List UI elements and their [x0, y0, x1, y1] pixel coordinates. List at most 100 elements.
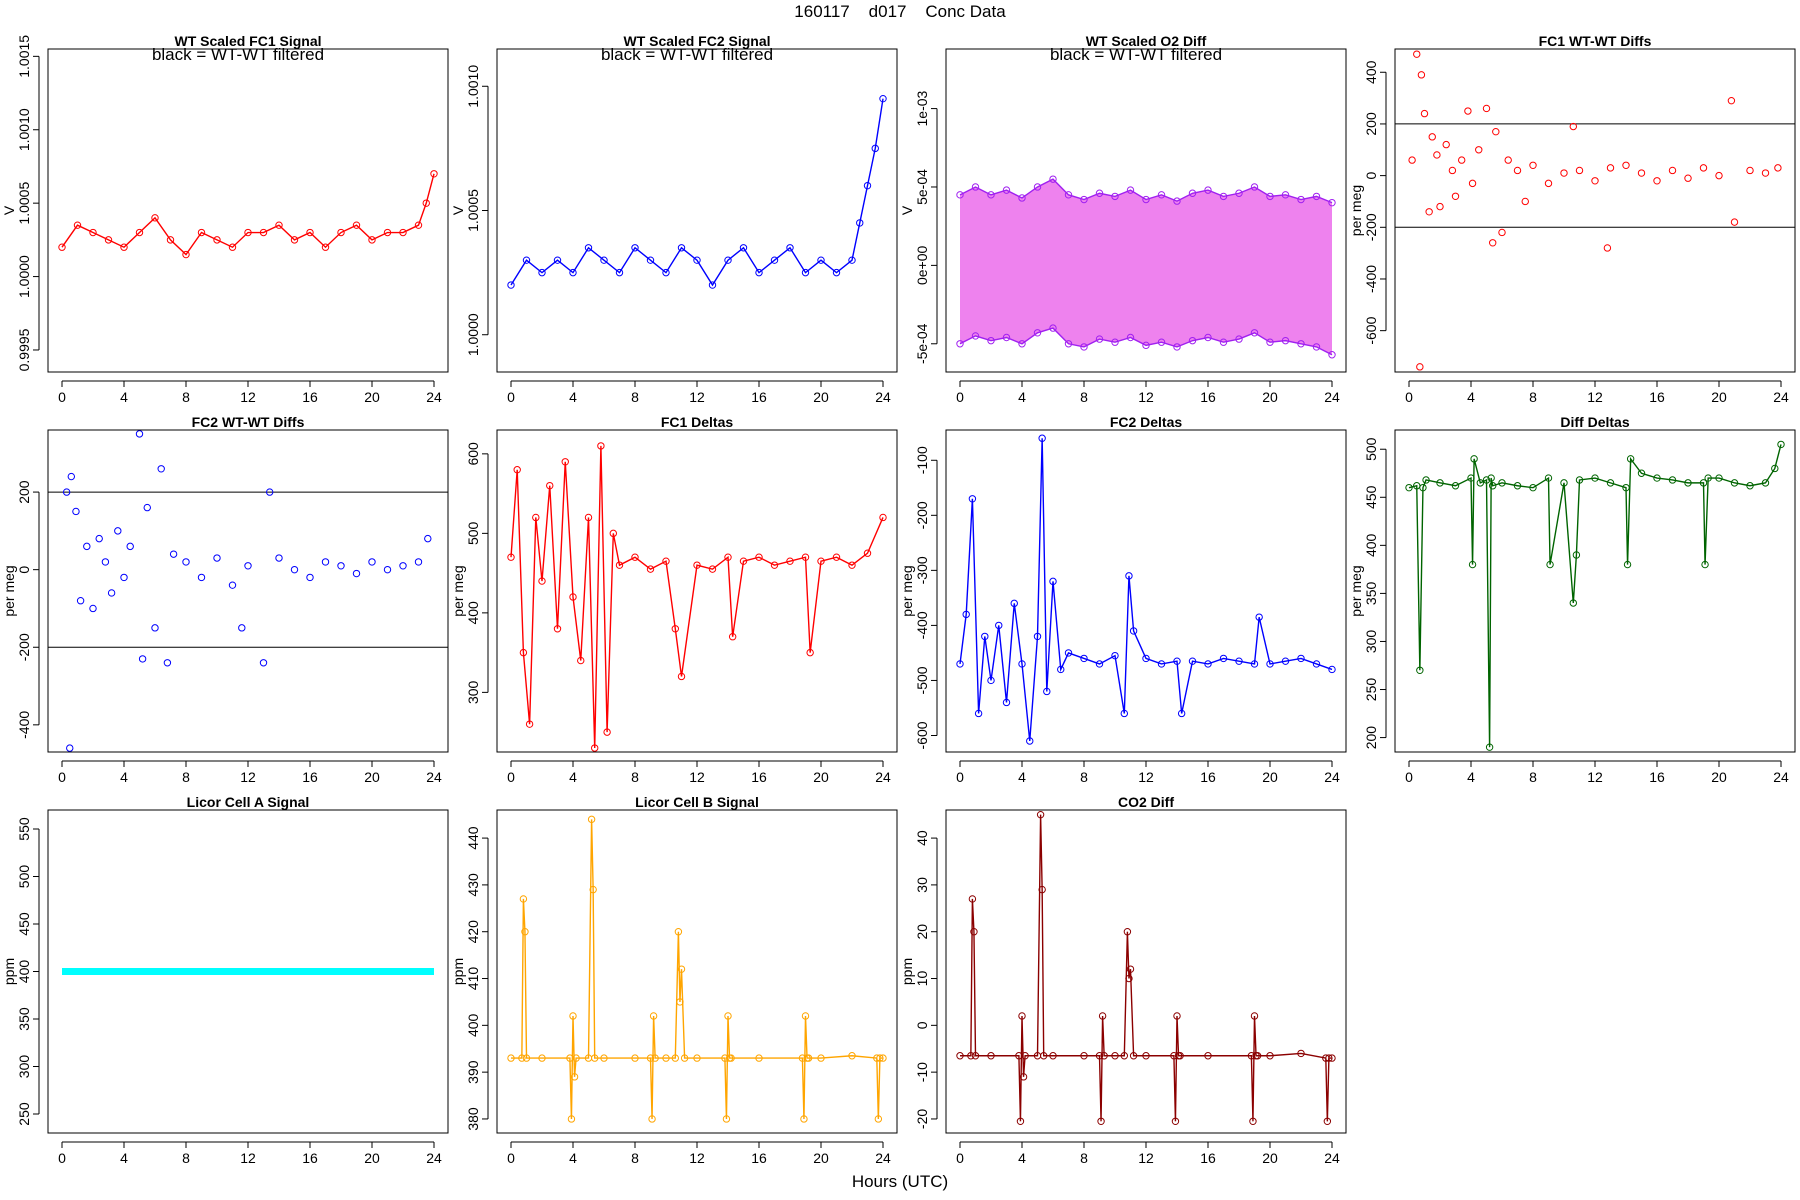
data-point	[1120, 709, 1129, 718]
data-point	[1129, 627, 1138, 635]
data-point	[874, 1115, 883, 1123]
data-point	[430, 170, 438, 178]
data-point	[1018, 340, 1026, 348]
x-tick-label: 12	[689, 1150, 705, 1166]
data-point	[804, 1054, 813, 1062]
x-tick-label: 20	[813, 389, 829, 405]
x-tick-label: 8	[1080, 389, 1088, 405]
data-point	[182, 250, 190, 259]
data-point	[519, 895, 528, 903]
data-point	[321, 243, 330, 251]
data-point	[1560, 169, 1568, 177]
data-point	[1572, 551, 1581, 559]
data-point	[383, 228, 392, 237]
data-point	[1774, 164, 1782, 172]
data-point	[727, 1054, 735, 1062]
data-point	[1771, 464, 1779, 473]
data-point	[1730, 218, 1739, 226]
data-point	[724, 1012, 732, 1020]
data-point	[1746, 166, 1754, 175]
data-point	[1416, 363, 1424, 371]
data-point	[971, 332, 980, 340]
data-point	[1715, 474, 1723, 482]
x-tick-label: 12	[1587, 389, 1603, 405]
data-point	[1746, 482, 1754, 490]
y-tick-label: 1.0005	[16, 182, 32, 225]
data-point	[414, 558, 423, 566]
plot-area	[956, 810, 1336, 1125]
x-tick-label: 4	[569, 1150, 577, 1166]
data-point	[1626, 455, 1635, 463]
data-point	[1173, 1012, 1181, 1020]
data-point	[569, 268, 577, 277]
chart-subtitle: black = WT-WT filtered	[152, 45, 324, 64]
data-point	[1476, 479, 1485, 487]
y-axis-label: per meg	[1348, 565, 1364, 616]
x-tick-label: 24	[875, 389, 891, 405]
data-point	[662, 1054, 670, 1062]
y-tick-label: -400	[1363, 265, 1379, 293]
data-point	[1049, 175, 1057, 183]
data-point	[266, 488, 274, 496]
data-point	[1021, 1052, 1029, 1060]
envelope-area	[960, 179, 1332, 355]
data-point	[662, 557, 670, 565]
data-point	[73, 221, 82, 229]
series-line-1	[511, 819, 883, 1119]
x-tick-label: 12	[1138, 769, 1154, 785]
data-point	[1255, 613, 1263, 621]
data-point	[306, 573, 314, 582]
y-tick-label: 1.0000	[465, 313, 481, 356]
data-point	[519, 648, 528, 657]
x-tick-label: 12	[1587, 769, 1603, 785]
series-line-1	[959, 178, 1333, 204]
data-point	[800, 1115, 808, 1123]
plot-frame	[47, 429, 449, 753]
chart-panel-8: Diff Deltas per meg 0 4 8 12 16 20 24 200 250 300 35…	[1348, 414, 1796, 785]
series-line-1	[960, 814, 1332, 1122]
data-point	[848, 561, 856, 569]
data-point	[722, 1115, 731, 1123]
data-point	[569, 1012, 577, 1020]
x-tick-label: 20	[364, 1150, 380, 1166]
data-point	[1544, 474, 1553, 482]
data-point	[1129, 1052, 1138, 1060]
data-point	[1177, 709, 1186, 718]
data-point	[513, 466, 521, 474]
y-axis-label: ppm	[450, 958, 466, 985]
data-point	[856, 219, 864, 227]
data-point	[1157, 660, 1166, 668]
data-point	[62, 488, 71, 496]
y-tick-label: 350	[16, 1007, 32, 1031]
chart-title: FC1 Deltas	[661, 414, 734, 430]
y-tick-label: -200	[16, 633, 32, 661]
x-tick-label: 24	[426, 389, 442, 405]
data-point	[589, 885, 597, 894]
data-point	[1575, 476, 1584, 484]
data-point	[1002, 186, 1011, 194]
data-point	[1080, 654, 1088, 663]
data-point	[1026, 737, 1034, 745]
x-tick-label: 20	[1711, 769, 1727, 785]
y-tick-label: 1e-03	[914, 90, 930, 126]
data-point	[1513, 166, 1522, 175]
data-point	[879, 94, 887, 103]
data-point	[1157, 191, 1166, 199]
data-point	[1684, 479, 1692, 487]
y-tick-label: 350	[1363, 582, 1379, 606]
data-point	[971, 183, 980, 191]
y-tick-label: 0.9995	[16, 328, 32, 371]
x-tick-label: 24	[426, 1150, 442, 1166]
plot-frame	[47, 48, 449, 373]
data-point	[971, 1052, 980, 1060]
data-point	[649, 1012, 658, 1020]
y-tick-label: -100	[914, 446, 930, 474]
data-point	[553, 625, 562, 633]
y-tick-label: -20	[914, 1109, 930, 1129]
series-line-2	[959, 327, 1333, 356]
data-point	[677, 965, 686, 973]
x-tick-label: 8	[182, 1150, 190, 1166]
data-point	[832, 553, 841, 561]
